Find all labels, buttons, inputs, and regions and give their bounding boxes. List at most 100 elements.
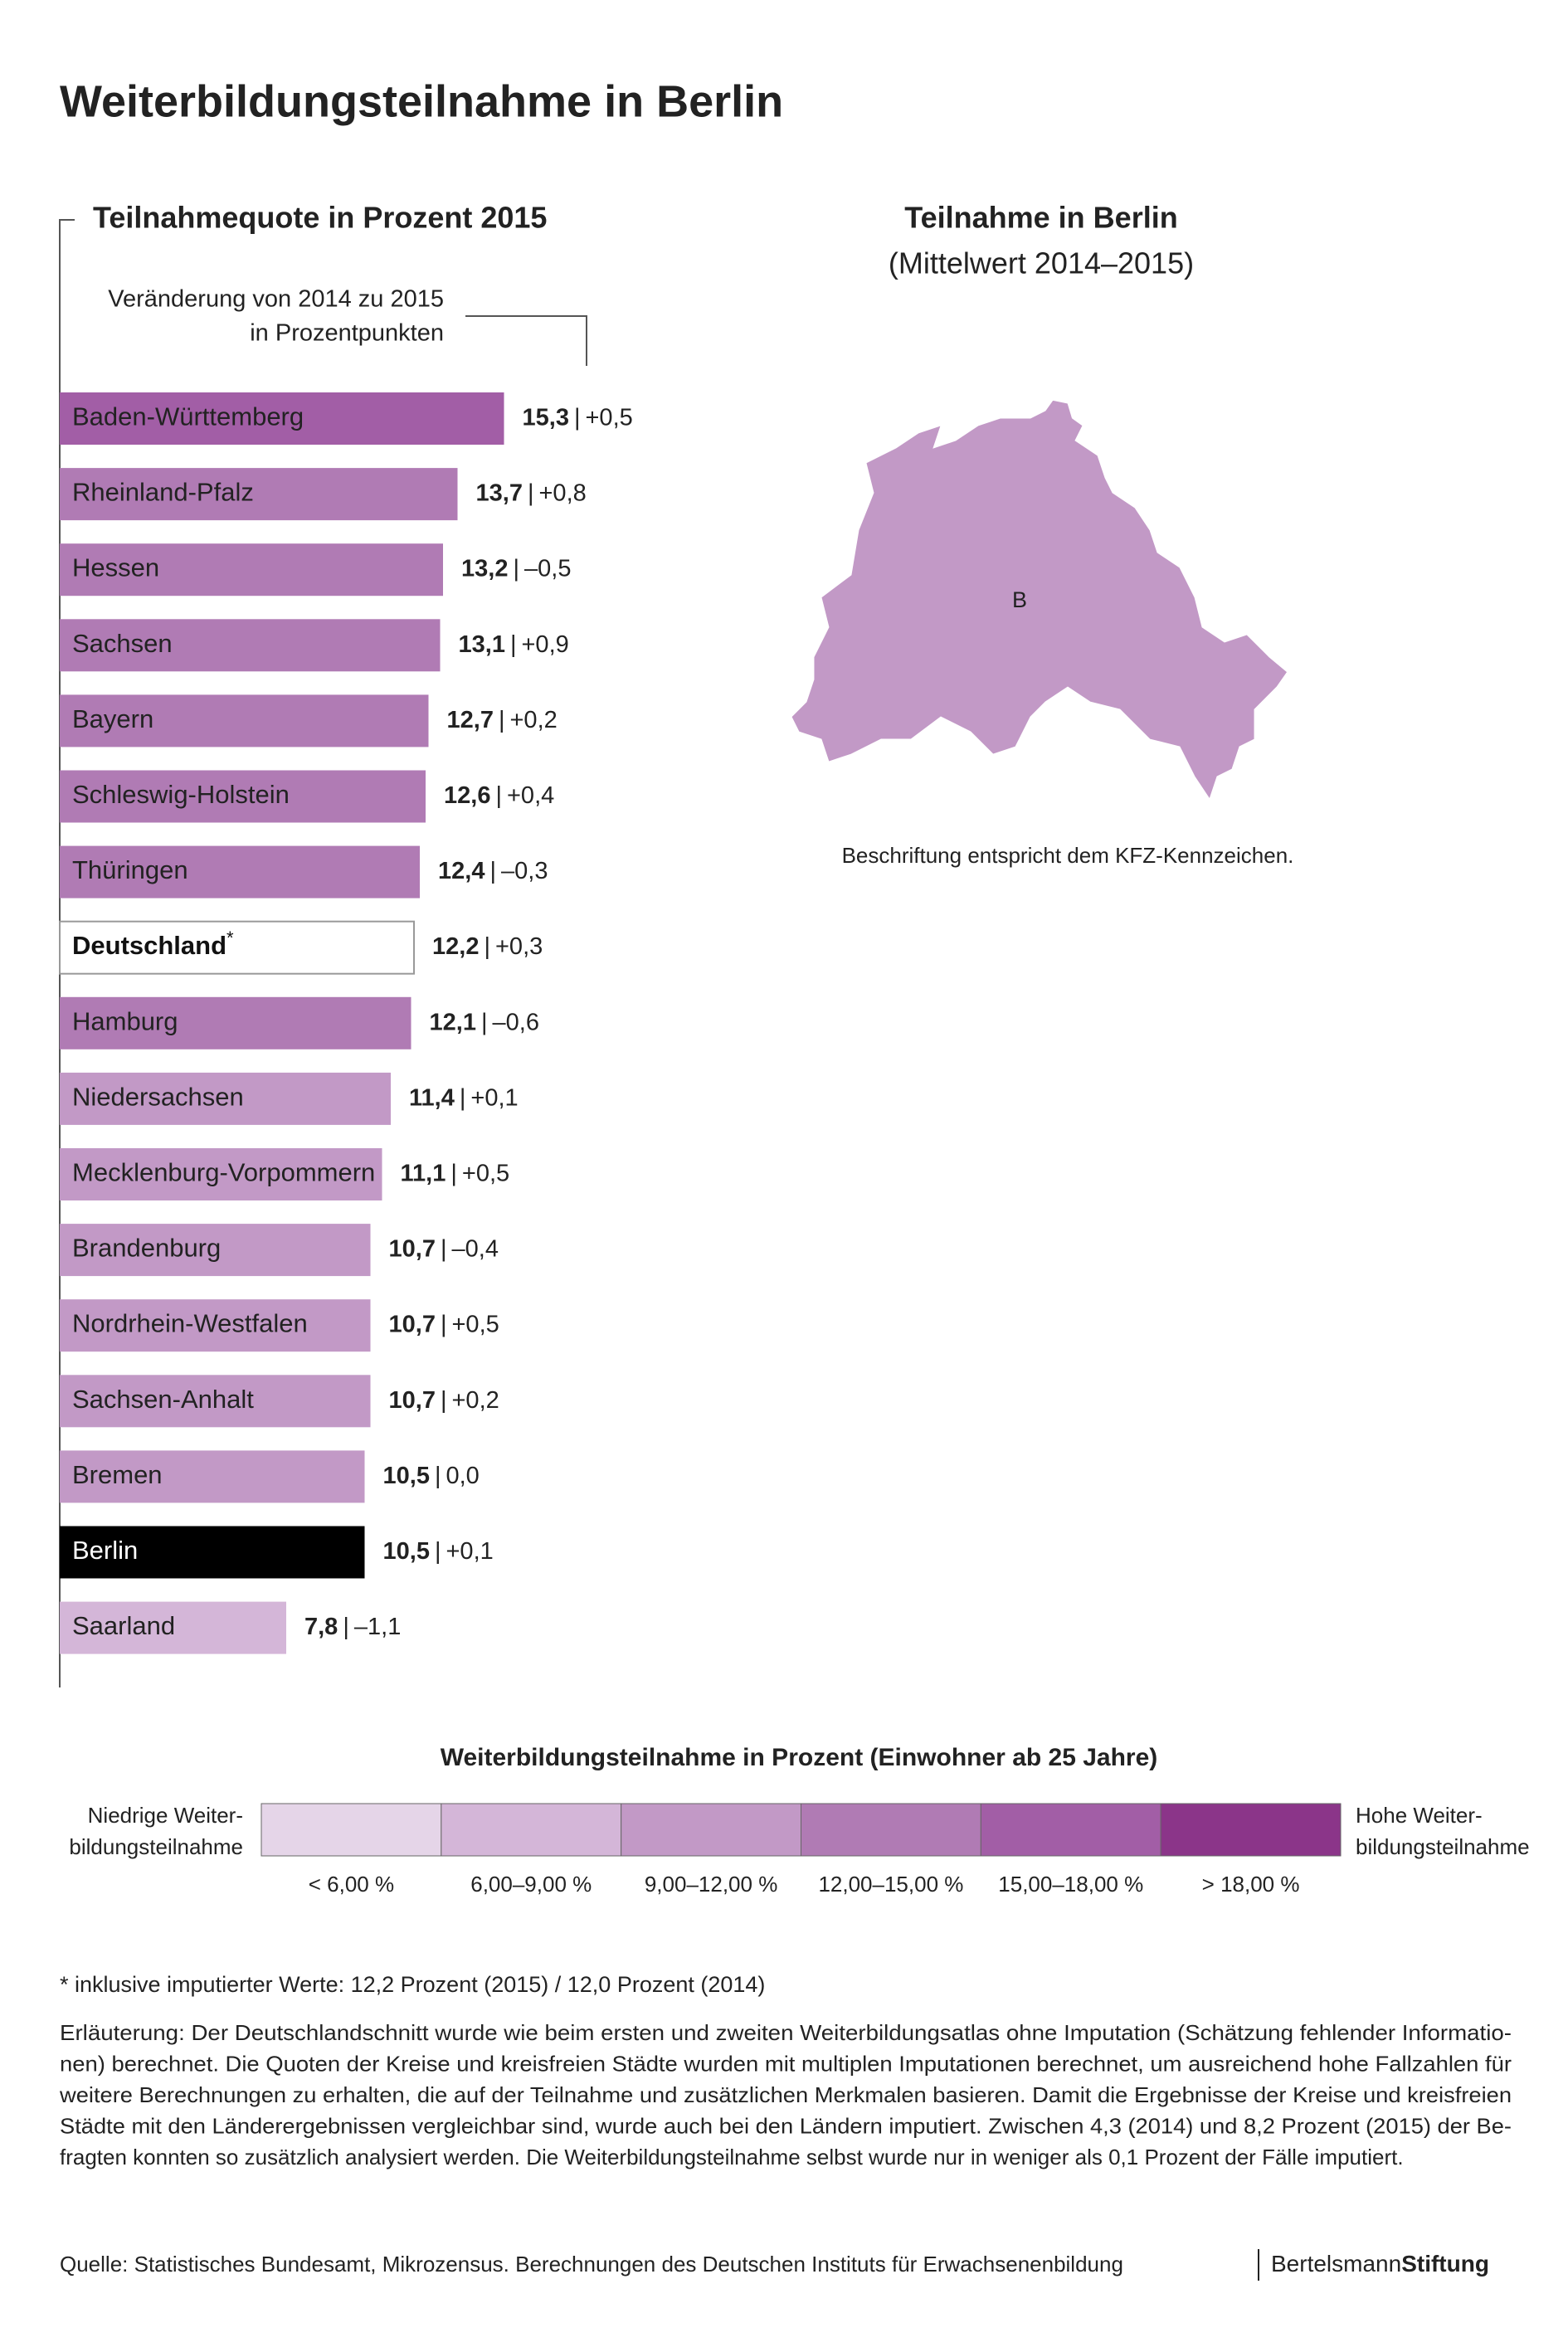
change: +0,8 xyxy=(539,480,587,506)
bar xyxy=(60,1299,371,1352)
legend-bin-label: < 6,00 % xyxy=(309,1872,394,1897)
bar-label: Bayern xyxy=(72,704,153,733)
value: 11,4 xyxy=(409,1084,455,1111)
category-name: Hamburg xyxy=(72,1006,178,1035)
change: –0,3 xyxy=(501,858,548,884)
value: 13,1 xyxy=(459,631,505,657)
bar-label: Rheinland-Pfalz xyxy=(72,478,254,507)
map-region xyxy=(791,399,1288,801)
separator: | xyxy=(484,933,490,960)
legend-bin-label: 15,00–18,00 % xyxy=(998,1872,1143,1897)
footnote: * inklusive imputierter Werte: 12,2 Proz… xyxy=(60,1972,765,1997)
value-label: 15,3 | +0,5 xyxy=(523,404,633,431)
value: 11,1 xyxy=(401,1160,446,1186)
separator: | xyxy=(460,1084,466,1111)
legend-bin-label: > 18,00 % xyxy=(1202,1872,1300,1897)
value: 12,1 xyxy=(430,1009,476,1035)
value: 7,8 xyxy=(304,1614,338,1640)
bar xyxy=(60,1450,365,1503)
separator: | xyxy=(495,782,502,809)
explanation-line: Städte mit den Länderergebnissen verglei… xyxy=(60,2113,1512,2138)
change: 0,0 xyxy=(446,1463,480,1489)
source: Quelle: Statistisches Bundesamt, Mikroze… xyxy=(60,2252,1123,2277)
value-label: 10,7 | +0,5 xyxy=(389,1311,499,1337)
category-name: Brandenburg xyxy=(72,1234,221,1263)
change: +0,2 xyxy=(452,1386,499,1413)
category-name: Saarland xyxy=(72,1611,175,1640)
bar xyxy=(60,1526,365,1579)
bar xyxy=(60,468,458,521)
separator: | xyxy=(441,1386,447,1413)
category-name: Deutschland xyxy=(72,931,226,960)
bar-label: Brandenburg xyxy=(72,1234,221,1263)
legend-swatch xyxy=(261,1803,442,1857)
change: –1,1 xyxy=(354,1614,401,1640)
value: 10,7 xyxy=(389,1386,436,1413)
value: 12,4 xyxy=(438,858,485,884)
bar-label: Niedersachsen xyxy=(72,1083,244,1112)
change: +0,9 xyxy=(522,631,569,657)
explanation-line: nen) berechnet. Die Quoten der Kreise un… xyxy=(60,2051,1512,2076)
bar-label: Thüringen xyxy=(72,855,188,884)
separator: | xyxy=(481,1009,488,1035)
separator: | xyxy=(574,404,581,431)
value: 15,3 xyxy=(523,404,569,431)
change: +0,2 xyxy=(510,707,558,733)
value-label: 11,1 | +0,5 xyxy=(401,1160,510,1186)
bar xyxy=(60,845,420,898)
change: +0,1 xyxy=(446,1538,494,1565)
legend-low-label: bildungsteilnahme xyxy=(69,1834,243,1859)
category-name: Nordrhein-Westfalen xyxy=(72,1309,308,1338)
value: 12,7 xyxy=(447,707,494,733)
bar xyxy=(60,619,441,672)
value-label: 12,6 | +0,4 xyxy=(444,782,554,809)
logo: BertelsmannStiftung xyxy=(1271,2251,1489,2277)
legend-bin-label: 6,00–9,00 % xyxy=(470,1872,592,1897)
bar xyxy=(59,920,415,975)
value: 13,2 xyxy=(461,555,508,582)
legend-bin-label: 9,00–12,00 % xyxy=(645,1872,777,1897)
bar-label: Mecklenburg-Vorpommern xyxy=(72,1158,375,1187)
map xyxy=(791,399,1288,801)
explanation-line: weitere Berechnungen zu erhalten, die au… xyxy=(59,2082,1512,2107)
footnote-mark: * xyxy=(226,928,234,948)
bar-label: Sachsen-Anhalt xyxy=(72,1385,254,1414)
value: 10,5 xyxy=(383,1463,430,1489)
logo-part: Bertelsmann xyxy=(1271,2251,1401,2277)
bar-label: Baden-Württemberg xyxy=(72,402,304,431)
bar-label: Bremen xyxy=(72,1460,163,1489)
category-name: Berlin xyxy=(72,1536,138,1565)
legend-low-label: Niedrige Weiter- xyxy=(88,1803,243,1828)
legend-swatch xyxy=(621,1803,802,1857)
bar-label: Hessen xyxy=(72,553,159,582)
separator: | xyxy=(510,631,517,657)
change: –0,5 xyxy=(524,555,571,582)
value-label: 10,7 | +0,2 xyxy=(389,1386,499,1413)
separator: | xyxy=(435,1463,441,1489)
legend-bin-label: 12,00–15,00 % xyxy=(818,1872,963,1897)
logo-part: Stiftung xyxy=(1401,2251,1489,2277)
bar xyxy=(60,1601,286,1654)
separator: | xyxy=(441,1311,447,1337)
map-subtitle: (Mittelwert 2014–2015) xyxy=(889,246,1194,280)
bar xyxy=(60,1148,382,1200)
separator: | xyxy=(499,707,505,733)
value-label: 10,5 | +0,1 xyxy=(383,1538,494,1565)
bar-label: Nordrhein-Westfalen xyxy=(72,1309,308,1338)
legend-swatch xyxy=(441,1803,622,1857)
category-name: Thüringen xyxy=(72,855,188,884)
value: 13,7 xyxy=(476,480,523,506)
chart-subtitle: Veränderung von 2014 zu 2015 xyxy=(108,286,444,313)
bar xyxy=(60,1224,371,1277)
value-label: 12,2 | +0,3 xyxy=(432,933,543,960)
category-name: Sachsen-Anhalt xyxy=(72,1385,254,1414)
bar xyxy=(60,1375,371,1428)
legend-swatch xyxy=(801,1803,981,1857)
legend-swatch xyxy=(1160,1803,1342,1857)
value: 10,7 xyxy=(389,1311,436,1337)
separator: | xyxy=(450,1160,457,1186)
category-name: Bayern xyxy=(72,704,153,733)
bar xyxy=(60,770,426,823)
separator: | xyxy=(513,555,519,582)
